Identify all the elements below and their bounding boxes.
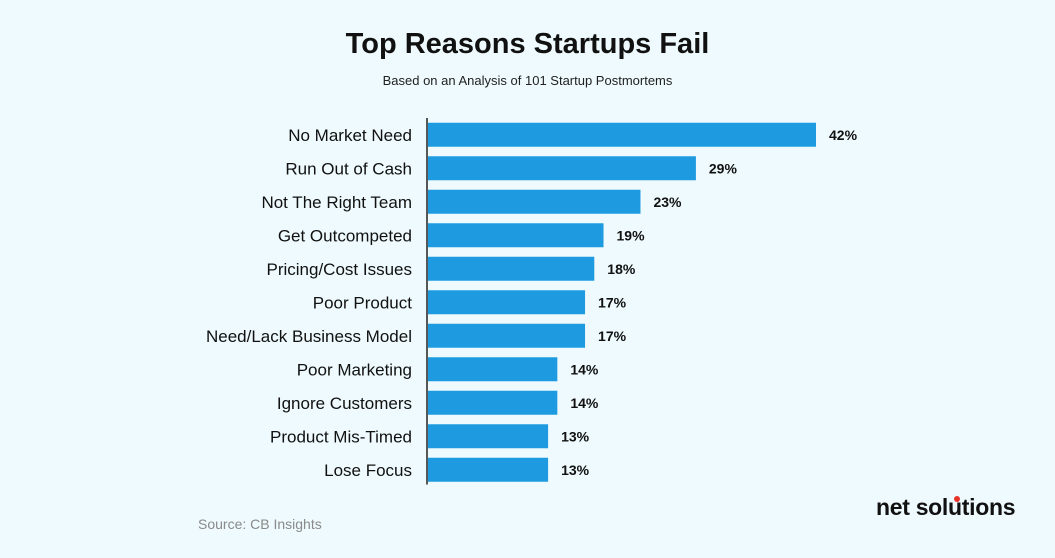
bar: [428, 390, 558, 415]
value-label: 29%: [709, 160, 738, 176]
category-label: Poor Product: [313, 293, 412, 312]
bar: [428, 223, 604, 248]
bar: [428, 156, 696, 181]
bar: [428, 357, 558, 382]
category-label: Need/Lack Business Model: [206, 327, 412, 346]
value-label: 14%: [570, 395, 599, 411]
brand-logo-dot: [954, 496, 960, 502]
value-label: 42%: [829, 127, 858, 143]
bar: [428, 290, 586, 315]
category-label: Product Mis-Timed: [270, 427, 412, 446]
category-label: Get Outcompeted: [278, 226, 412, 245]
source-note: Source: CB Insights: [198, 516, 322, 532]
category-label: No Market Need: [288, 126, 412, 145]
value-label: 13%: [561, 462, 590, 478]
value-label: 17%: [598, 328, 627, 344]
category-label: Poor Marketing: [297, 360, 412, 379]
bar: [428, 424, 549, 449]
category-label: Run Out of Cash: [285, 159, 412, 178]
value-label: 13%: [561, 428, 590, 444]
value-label: 18%: [607, 261, 636, 277]
bar: [428, 323, 586, 348]
bar: [428, 256, 595, 281]
value-label: 23%: [653, 194, 682, 210]
category-label: Pricing/Cost Issues: [267, 260, 413, 279]
chart-title: Top Reasons Startups Fail: [345, 28, 710, 60]
brand-logo: net solutions: [876, 494, 1016, 520]
bar: [428, 122, 816, 147]
value-label: 17%: [598, 294, 627, 310]
chart-subtitle: Based on an Analysis of 101 Startup Post…: [382, 73, 673, 88]
category-label: Not The Right Team: [261, 193, 412, 212]
value-label: 19%: [617, 227, 646, 243]
bar: [428, 189, 641, 214]
value-label: 14%: [570, 361, 599, 377]
category-label: Ignore Customers: [277, 394, 412, 413]
bar: [428, 457, 549, 482]
category-label: Lose Focus: [324, 461, 412, 480]
